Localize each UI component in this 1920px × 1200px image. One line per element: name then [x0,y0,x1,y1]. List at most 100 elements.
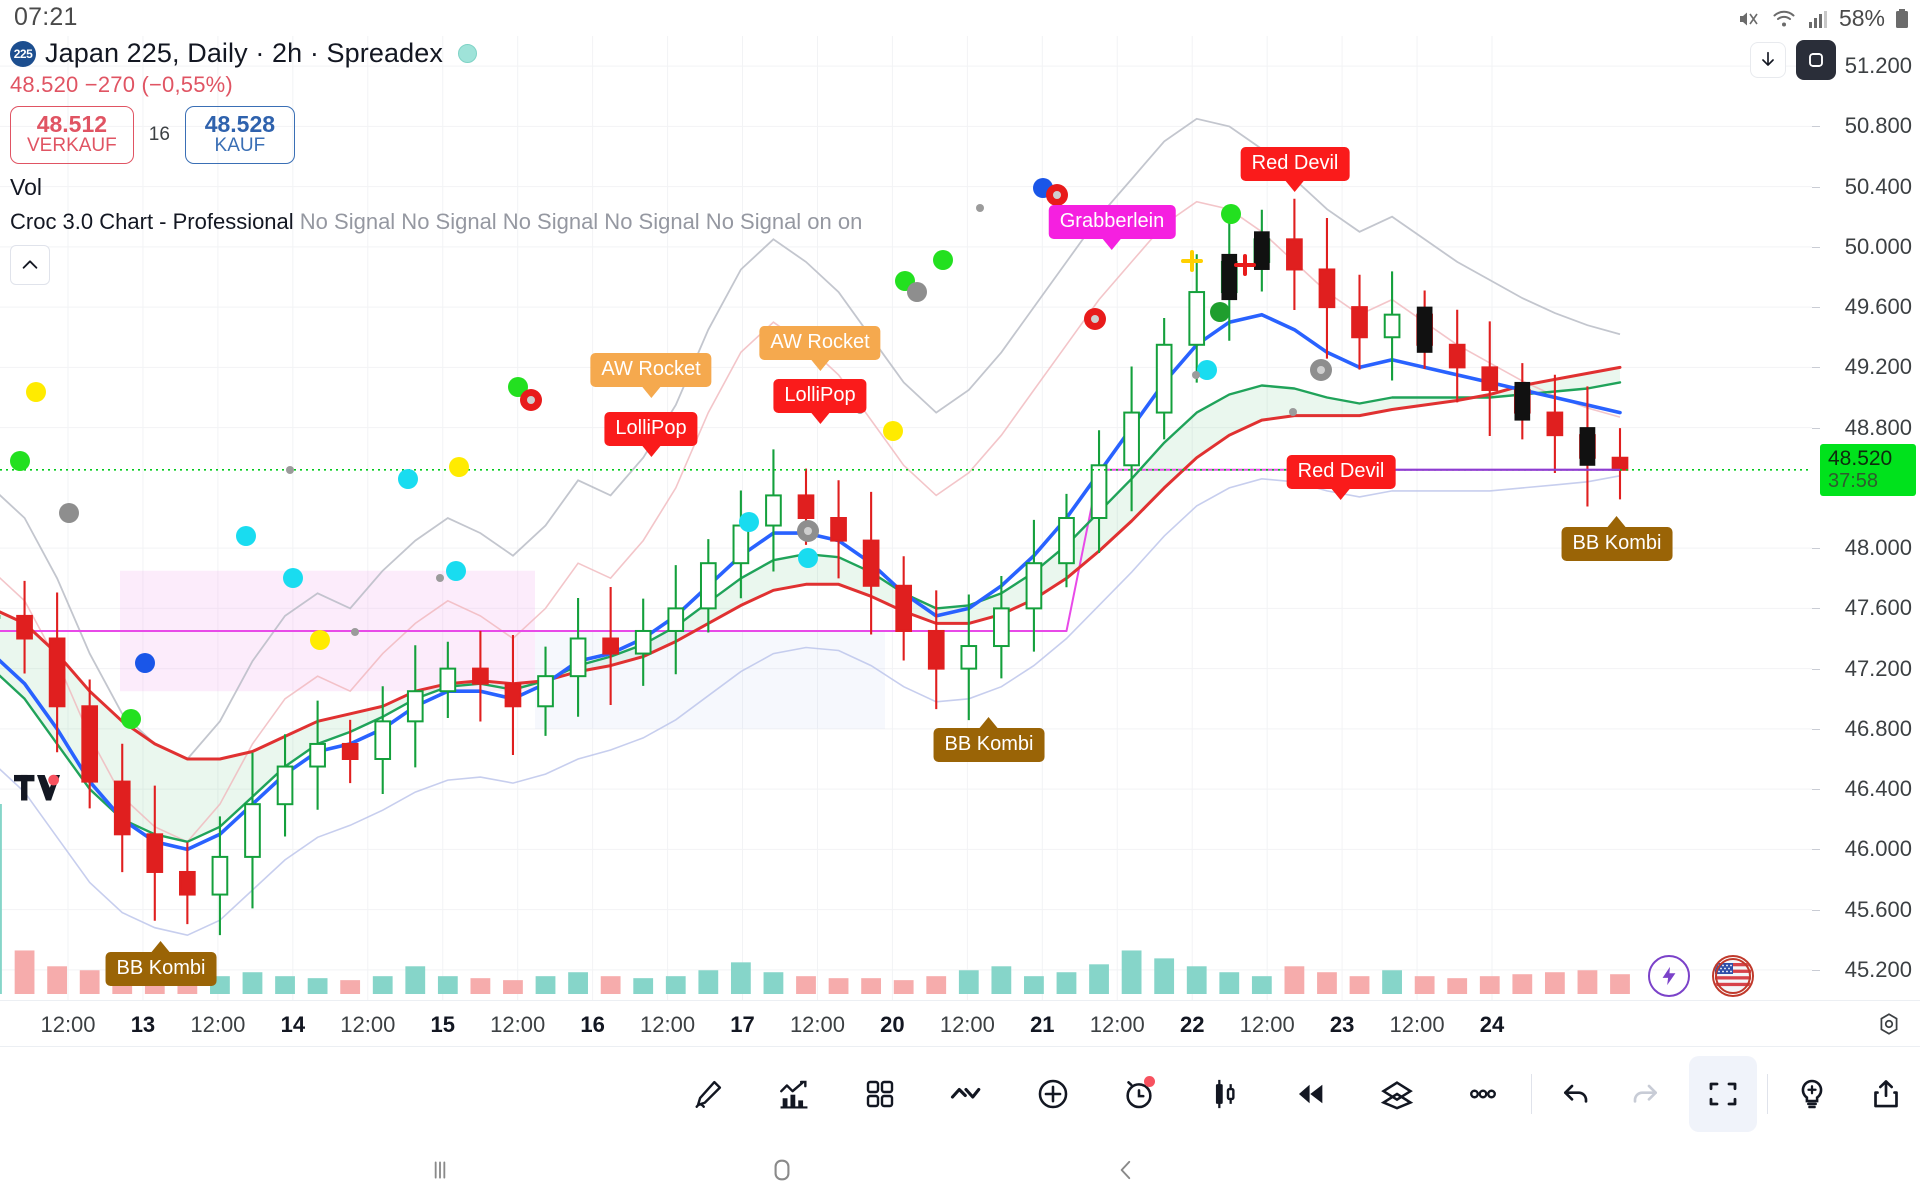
signal-badge[interactable]: AW Rocket [759,326,881,371]
price-axis-label: 45.200 [1844,956,1912,982]
sell-button[interactable]: 48.512 VERKAUF [10,106,134,165]
price-axis-label: 47.600 [1844,595,1912,621]
signal-badge-label: Red Devil [1297,460,1385,482]
signal-badge[interactable]: LolliPop [604,412,698,457]
signal-badge[interactable]: LolliPop [773,379,867,424]
us-flag-indicator[interactable] [1712,955,1754,997]
current-price-tag[interactable]: 48.520 37:58 [1820,443,1916,496]
buy-button[interactable]: 48.528 KAUF [184,106,295,165]
battery-icon [1896,8,1908,28]
signal-badge-label: Red Devil [1251,152,1339,174]
back-button[interactable] [1066,1140,1186,1200]
sell-label: VERKAUF [27,135,117,157]
price-axis-tick [1812,427,1820,429]
signal-badge[interactable]: AW Rocket [590,353,712,398]
layouts-grid-icon [867,1080,894,1108]
download-arrow-icon [1762,51,1774,66]
price-axis-tick [1812,668,1820,670]
patterns-icon [951,1087,981,1099]
price-axis-tick [1812,246,1820,248]
draw-pen-icon [695,1080,722,1108]
layouts-button[interactable] [846,1056,914,1132]
signal-badge-label: AW Rocket [601,358,701,380]
signal-badge[interactable]: BB Kombi [933,717,1045,762]
price-axis-label: 48.800 [1844,414,1912,440]
time-axis-label: 17 [730,1012,755,1037]
price-axis-tick [1812,849,1820,851]
price-axis-label: 49.200 [1844,354,1912,380]
time-settings-button[interactable] [1876,1011,1902,1042]
back-icon [1120,1160,1131,1180]
current-price: 48.520 [1828,446,1893,470]
chart-type-button[interactable] [1191,1056,1259,1132]
time-axis-label: 12:00 [490,1012,546,1037]
us-flag-icon [1715,958,1751,994]
time-axis-label: 14 [280,1012,306,1037]
time-axis-label: 13 [130,1012,156,1037]
toolbar-divider-2 [1766,1074,1768,1114]
more-options-button[interactable] [1449,1056,1517,1132]
price-axis-label: 50.800 [1844,113,1912,139]
add-button[interactable] [1019,1056,1087,1132]
signal-badge[interactable]: Red Devil [1286,455,1396,500]
price-axis-tick [1812,728,1820,730]
price-axis-tick [1812,789,1820,791]
price-axis[interactable]: 51.200 50.800 50.400 50.000 49.600 49.200 48.8… [1812,36,1920,1000]
chart-area[interactable]: 51.200 50.800 50.400 50.000 49.600 49.200 48.8… [0,36,1920,1000]
time-settings-icon [1880,1013,1898,1035]
chart-top-right-controls [1750,40,1836,80]
indicator-signals: No Signal No Signal No Signal No Signal … [299,209,863,235]
signal-badge-label: BB Kombi [944,733,1034,755]
undo-button[interactable] [1542,1056,1610,1132]
fullscreen-toggle-button[interactable] [1688,1056,1757,1132]
alerts-button[interactable] [1105,1056,1173,1132]
lightning-session-indicator[interactable] [1648,955,1690,997]
price-axis-label: 48.000 [1844,535,1912,561]
signal-badge-label: BB Kombi [1572,532,1662,554]
time-axis-label: 12:00 [40,1012,96,1037]
sell-price: 48.512 [36,111,108,137]
signal-badge-label: LolliPop [615,417,687,439]
time-axis[interactable]: 12:00 13 12:00 14 12:00 15 12:00 16 12:00 17 12:00… [0,1000,1920,1046]
toolbar-divider [1531,1074,1533,1114]
legend-title-row[interactable]: 225 Japan 225, Daily · 2h · Spreadex [10,38,910,69]
snapshot-button[interactable] [1796,40,1836,80]
signal-badge[interactable]: Red Devil [1240,147,1350,192]
price-axis-tick [1812,307,1820,309]
collapse-legend-button[interactable] [10,245,50,286]
time-axis-label: 12:00 [789,1012,845,1037]
objects-layers-button[interactable] [1363,1056,1431,1132]
draw-pen-button[interactable] [674,1056,742,1132]
signal-badge[interactable]: Grabberlein [1048,205,1176,250]
time-axis-label: 12:00 [939,1012,995,1037]
cellular-signal-icon [1808,10,1827,28]
time-axis-label: 12:00 [340,1012,396,1037]
replay-button[interactable] [1277,1056,1345,1132]
redo-button[interactable] [1610,1056,1678,1132]
toolbar-icon-group [660,1047,1920,1141]
indicators-icon [780,1080,808,1109]
os-status-bar: 07:21 58% [0,0,1920,36]
idea-button[interactable] [1778,1056,1846,1132]
price-axis-tick [1812,909,1820,911]
price-axis-tick [1812,186,1820,188]
wifi-icon [1773,10,1795,26]
signal-badge[interactable]: BB Kombi [1561,516,1673,561]
buy-price: 48.528 [204,111,276,137]
volume-legend[interactable]: Vol [10,174,42,201]
more-options-icon [1470,1089,1497,1099]
status-icons: 58% [1736,5,1910,32]
share-button[interactable] [1852,1056,1920,1132]
chart-plot[interactable] [0,36,1812,1000]
patterns-button[interactable] [932,1056,1000,1132]
indicators-button[interactable] [760,1056,828,1132]
signal-badge[interactable]: BB Kombi [105,941,217,986]
recents-button[interactable] [380,1140,500,1200]
price-axis-label: 46.800 [1844,715,1912,741]
price-axis-label: 46.400 [1844,776,1912,802]
home-button[interactable] [722,1140,842,1200]
download-button[interactable] [1750,42,1786,78]
page-title[interactable]: Japan 225, Daily · 2h · Spreadex [45,38,443,68]
indicator-legend[interactable]: Croc 3.0 Chart - Professional No Signal … [10,209,910,235]
time-axis-label: 23 [1329,1012,1355,1037]
